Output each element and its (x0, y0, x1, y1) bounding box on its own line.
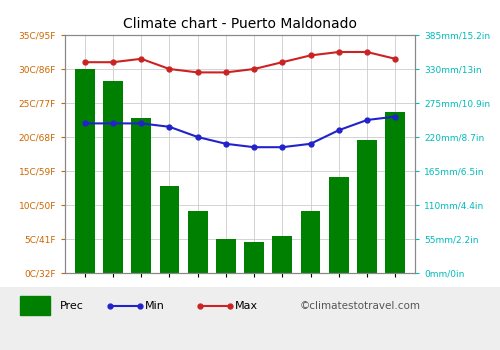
Bar (188, 211, 208, 273)
Bar (272, 236, 292, 273)
Text: ©climatestotravel.com: ©climatestotravel.com (300, 301, 421, 311)
Text: Oct: Oct (331, 304, 346, 313)
Title: Climate chart - Puerto Maldonado: Climate chart - Puerto Maldonado (123, 17, 357, 31)
FancyBboxPatch shape (20, 296, 50, 315)
Text: Max: Max (235, 301, 258, 311)
Bar (132, 118, 151, 273)
Text: Apr: Apr (162, 304, 177, 313)
Bar (75, 69, 94, 273)
Bar (216, 239, 236, 273)
Text: Mar: Mar (132, 287, 150, 296)
Text: Sep: Sep (302, 287, 319, 296)
Text: Min: Min (145, 301, 165, 311)
Bar (329, 177, 348, 273)
Text: Jan: Jan (78, 287, 92, 296)
Text: Dec: Dec (386, 304, 404, 313)
Bar (386, 112, 405, 273)
Bar (103, 81, 123, 273)
Text: Prec: Prec (60, 301, 84, 311)
Text: Nov: Nov (358, 287, 376, 296)
Text: Jun: Jun (219, 304, 233, 313)
Bar (300, 211, 320, 273)
Bar (357, 140, 377, 273)
Text: Feb: Feb (105, 304, 121, 313)
Text: Aug: Aug (274, 304, 291, 313)
Text: Jul: Jul (248, 287, 260, 296)
Bar (160, 187, 180, 273)
Text: May: May (188, 287, 207, 296)
Bar (244, 242, 264, 273)
